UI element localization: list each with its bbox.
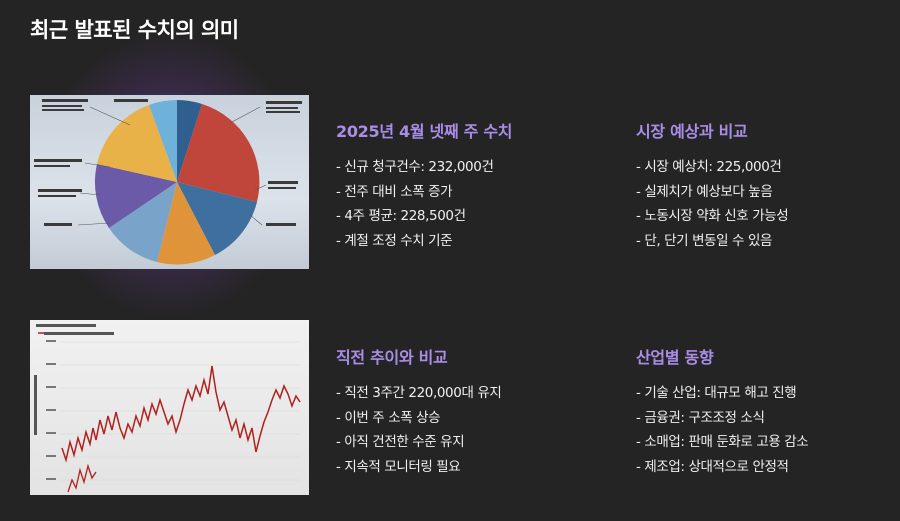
bullet-list: - 신규 청구건수: 232,000건 - 전주 대비 소폭 증가 - 4주 평…: [336, 155, 512, 253]
section-market-expectation: 시장 예상과 비교 - 시장 예상치: 225,000건 - 실제치가 예상보다…: [636, 118, 789, 253]
list-item: - 전주 대비 소폭 증가: [336, 183, 453, 200]
list-item: - 노동시장 약화 신호 가능성: [636, 208, 789, 224]
section-heading: 직전 추이와 비교: [336, 348, 448, 367]
list-item: - 단, 단기 변동일 수 있음: [636, 232, 772, 249]
list-item: - 기술 산업: 대규모 해고 진행: [636, 385, 797, 401]
section-heading: 시장 예상과 비교: [636, 122, 748, 141]
list-item: - 실제치가 예상보다 높음: [636, 183, 773, 200]
list-item: - 제조업: 상대적으로 안정적: [636, 458, 789, 475]
bullet-list: - 기술 산업: 대규모 해고 진행 - 금융권: 구조조정 소식 - 소매업:…: [636, 381, 809, 479]
section-recent-trend: 직전 추이와 비교 - 직전 3주간 220,000대 유지 - 이번 주 소폭…: [336, 344, 502, 479]
list-item: - 지속적 모니터링 필요: [336, 458, 461, 475]
line-chart-image: [30, 320, 309, 495]
list-item: - 계절 조정 수치 기준: [336, 232, 453, 249]
list-item: - 금융권: 구조조정 소식: [636, 409, 765, 426]
list-item: - 시장 예상치: 225,000건: [636, 159, 782, 175]
section-heading: 산업별 동향: [636, 348, 714, 367]
list-item: - 소매업: 판매 둔화로 고용 감소: [636, 434, 809, 450]
bullet-list: - 시장 예상치: 225,000건 - 실제치가 예상보다 높음 - 노동시장…: [636, 155, 789, 253]
section-heading: 2025년 4월 넷째 주 수치: [336, 122, 513, 141]
pie-chart-image: [30, 95, 309, 269]
section-industry-trends: 산업별 동향 - 기술 산업: 대규모 해고 진행 - 금융권: 구조조정 소식…: [636, 344, 809, 479]
list-item: - 4주 평균: 228,500건: [336, 208, 466, 224]
list-item: - 아직 건전한 수준 유지: [336, 434, 465, 450]
list-item: - 직전 3주간 220,000대 유지: [336, 385, 502, 401]
list-item: - 이번 주 소폭 상승: [336, 409, 441, 426]
list-item: - 신규 청구건수: 232,000건: [336, 159, 494, 175]
bullet-list: - 직전 3주간 220,000대 유지 - 이번 주 소폭 상승 - 아직 건…: [336, 381, 502, 479]
section-weekly-figures: 2025년 4월 넷째 주 수치 - 신규 청구건수: 232,000건 - 전…: [336, 118, 512, 253]
